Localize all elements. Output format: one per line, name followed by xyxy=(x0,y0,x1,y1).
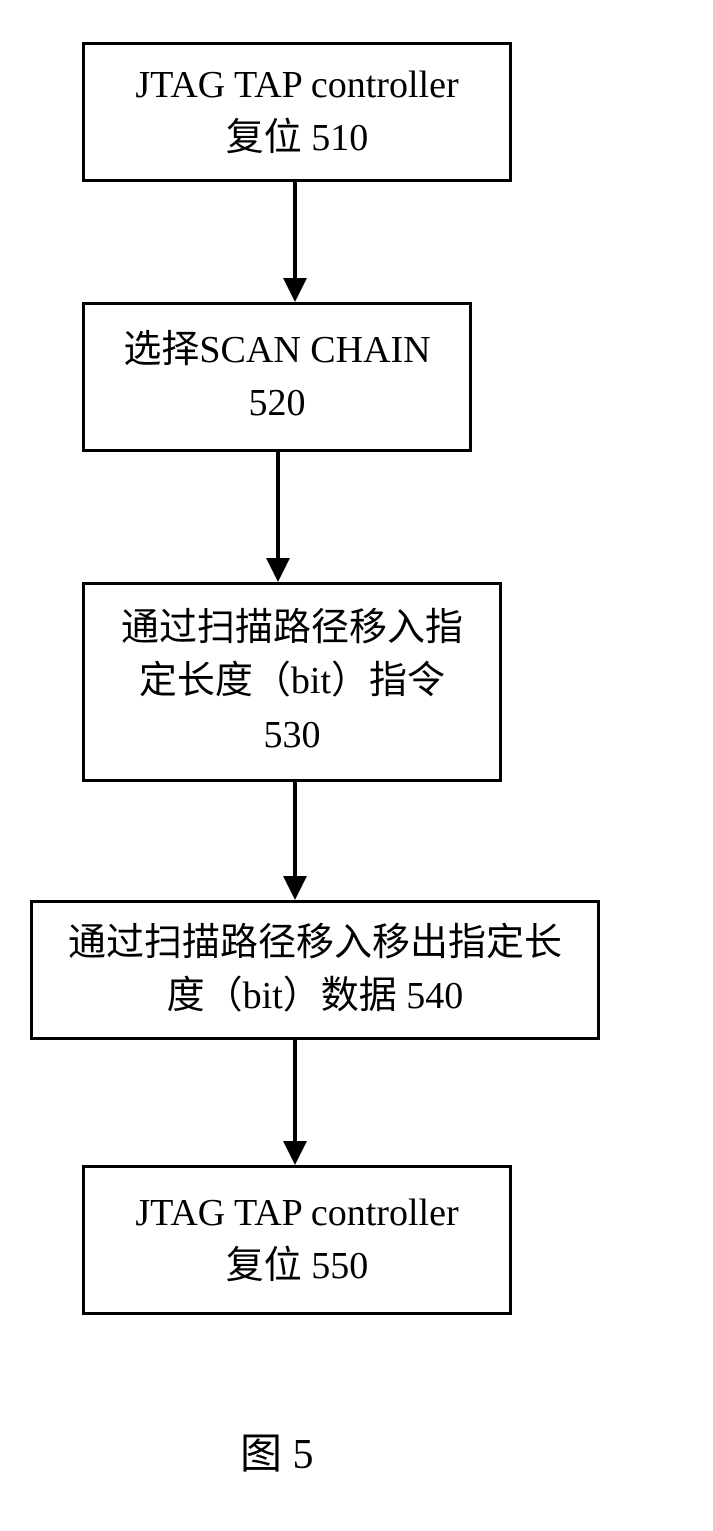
flowchart-node-4: 通过扫描路径移入移出指定长 度（bit）数据 540 xyxy=(30,900,600,1040)
flowchart-arrow-1 xyxy=(293,182,297,282)
node-text: JTAG TAP controller 复位 550 xyxy=(135,1187,458,1293)
arrow-head-1 xyxy=(283,278,307,302)
flowchart-arrow-4 xyxy=(293,1040,297,1145)
figure-caption: 图 5 xyxy=(240,1420,314,1481)
node-text: 通过扫描路径移入移出指定长 度（bit）数据 540 xyxy=(68,917,562,1023)
arrow-head-4 xyxy=(283,1141,307,1165)
flowchart-arrow-3 xyxy=(293,782,297,880)
node-text: 选择SCAN CHAIN 520 xyxy=(123,324,430,430)
flowchart-container: JTAG TAP controller 复位 510 选择SCAN CHAIN … xyxy=(0,0,713,1531)
flowchart-arrow-2 xyxy=(276,452,280,562)
arrow-head-3 xyxy=(283,876,307,900)
flowchart-node-1: JTAG TAP controller 复位 510 xyxy=(82,42,512,182)
flowchart-node-5: JTAG TAP controller 复位 550 xyxy=(82,1165,512,1315)
arrow-head-2 xyxy=(266,558,290,582)
node-text: JTAG TAP controller 复位 510 xyxy=(135,59,458,165)
flowchart-node-2: 选择SCAN CHAIN 520 xyxy=(82,302,472,452)
flowchart-node-3: 通过扫描路径移入指 定长度（bit）指令 530 xyxy=(82,582,502,782)
node-text: 通过扫描路径移入指 定长度（bit）指令 530 xyxy=(121,602,463,762)
caption-text: 图 5 xyxy=(240,1432,314,1478)
